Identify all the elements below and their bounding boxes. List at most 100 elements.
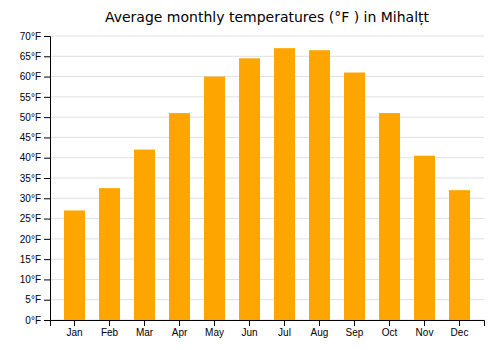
x-tick-mark [214,320,215,326]
grid-line [50,96,484,97]
grid [50,36,484,320]
x-tick-label: Dec [451,327,469,338]
y-tick-label: 60°F [20,71,41,82]
x-tick: Dec [451,320,469,338]
bar [204,77,225,320]
y-tick-label: 35°F [20,173,41,184]
y-tick-mark [44,36,50,37]
y-tick: 15°F [20,254,50,265]
x-tick-label: Oct [382,327,398,338]
y-tick: 70°F [20,31,50,42]
y-tick: 40°F [20,152,50,163]
y-tick: 55°F [20,92,50,103]
y-tick-label: 15°F [20,254,41,265]
bar [64,210,85,320]
y-tick-mark [44,178,50,179]
y-tick: 25°F [20,213,50,224]
y-tick-mark [44,259,50,260]
y-tick-label: 5°F [25,294,41,305]
y-axis: 0°F 5°F 10°F 15°F 20°F 25°F 30°F 35°F 40°F 45°F 50… [20,31,51,326]
grid-line [50,137,484,138]
bar [274,48,295,320]
grid-line [50,36,484,37]
y-axis-line [44,37,51,321]
bar [309,50,330,320]
x-tick: Oct [382,320,398,338]
grid-line [50,56,484,57]
grid-line [50,76,484,77]
y-tick-mark [44,56,50,57]
x-tick: Aug [311,320,329,338]
y-tick: 50°F [20,112,50,123]
y-tick-mark [44,97,50,98]
x-tick: Jul [278,320,291,338]
y-tick: 5°F [25,294,50,305]
x-tick-label: Jun [241,327,257,338]
x-tick-mark [424,320,425,326]
x-tick-label: May [205,327,224,338]
y-tick: 45°F [20,132,50,143]
x-tick-label: Apr [172,327,188,338]
grid-line [50,117,484,118]
y-tick: 35°F [20,173,50,184]
y-tick-label: 55°F [20,92,41,103]
y-tick: 20°F [20,234,50,245]
y-tick-mark [44,239,50,240]
bar [169,113,190,320]
x-tick-label: Mar [136,327,154,338]
x-tick: Mar [136,320,154,338]
x-tick-label: Feb [101,327,119,338]
y-tick-label: 70°F [20,31,41,42]
y-tick: 30°F [20,193,50,204]
x-tick-label: Aug [311,327,329,338]
chart: 0°F 5°F 10°F 15°F 20°F 25°F 30°F 35°F 40°F 45°F 50… [0,0,500,350]
x-tick: Apr [172,320,188,338]
x-tick-label: Jan [66,327,82,338]
bar [414,156,435,320]
y-tick-label: 30°F [20,193,41,204]
y-tick: 10°F [20,274,50,285]
y-tick-label: 40°F [20,152,41,163]
x-tick: Jan [66,320,82,338]
y-tick: 60°F [20,71,50,82]
x-tick-mark [179,320,180,326]
x-tick: Feb [101,320,119,338]
y-tick-label: 50°F [20,112,41,123]
y-tick-label: 20°F [20,234,41,245]
bars [64,48,470,320]
y-tick-label: 25°F [20,213,41,224]
x-tick: May [205,320,224,338]
x-tick-mark [249,320,250,326]
plot: 0°F 5°F 10°F 15°F 20°F 25°F 30°F 35°F 40°F 45°F 50… [20,31,485,338]
y-tick-label: 0°F [25,315,41,326]
y-tick-mark [44,320,50,321]
bar [239,58,260,320]
bar [344,73,365,320]
y-tick-label: 65°F [20,51,41,62]
y-tick-mark [44,198,50,199]
x-tick: Sep [346,320,364,338]
y-tick-mark [44,137,50,138]
x-axis: Jan Feb Mar Apr May Jun Jul Aug Sep Oct Nov Dec [51,320,485,338]
x-tick-mark [319,320,320,326]
y-tick-label: 10°F [20,274,41,285]
y-tick-mark [44,158,50,159]
x-tick-label: Jul [278,327,291,338]
title: Average monthly temperatures (°F ) in Mi… [105,9,430,26]
x-tick: Jun [241,320,257,338]
y-tick-mark [44,117,50,118]
bar [379,113,400,320]
bar [99,188,120,320]
x-axis-line [51,321,485,327]
y-tick: 65°F [20,51,50,62]
x-tick-label: Nov [416,327,434,338]
x-tick: Nov [416,320,434,338]
x-tick-mark [354,320,355,326]
x-tick-mark [74,320,75,326]
x-tick-mark [144,320,145,326]
bar [134,150,155,320]
x-tick-mark [109,320,110,326]
y-tick-label: 45°F [20,132,41,143]
x-tick-label: Sep [346,327,364,338]
x-tick-mark [459,320,460,326]
